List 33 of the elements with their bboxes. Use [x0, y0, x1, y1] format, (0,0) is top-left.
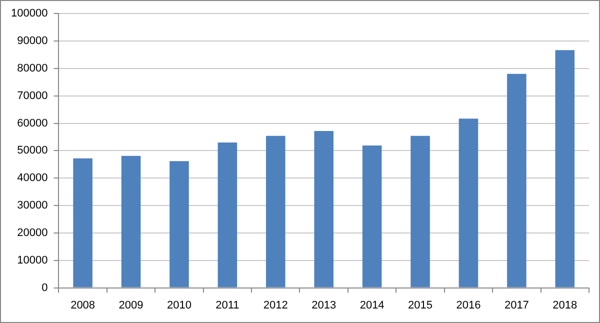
bar: [218, 142, 238, 288]
x-tick-label: 2008: [70, 299, 96, 312]
x-tick-label: 2018: [552, 299, 578, 312]
bar: [121, 156, 141, 288]
y-tick-label: 30000: [17, 200, 48, 212]
y-tick-label: 70000: [17, 90, 48, 102]
x-tick-label: 2010: [166, 299, 192, 312]
y-tick-label: 60000: [17, 117, 48, 130]
x-tick-label: 2009: [118, 299, 144, 312]
bar: [73, 158, 92, 288]
x-tick-label: 2015: [408, 299, 433, 312]
y-tick-label: 0: [42, 282, 48, 294]
x-tick-label: 2011: [216, 299, 240, 312]
y-tick-label: 20000: [17, 226, 48, 239]
bar: [170, 161, 189, 288]
y-tick-label: 40000: [17, 172, 48, 184]
bar: [507, 74, 526, 288]
x-tick-label: 2014: [360, 299, 384, 312]
x-tick-label: 2013: [312, 299, 336, 312]
x-tick-label: 2012: [263, 299, 288, 312]
y-tick-label: 50000: [17, 144, 48, 157]
bar: [266, 136, 286, 288]
y-tick-label: 100000: [10, 8, 48, 20]
bar: [362, 145, 382, 288]
y-tick-label: 10000: [17, 254, 48, 266]
x-tick-label: 2017: [504, 299, 529, 312]
x-tick-label: 2016: [456, 299, 481, 312]
bar: [314, 130, 334, 288]
y-tick-label: 80000: [17, 62, 48, 74]
y-tick-label: 90000: [17, 35, 48, 48]
bar: [458, 118, 478, 288]
bar: [555, 50, 575, 288]
bar: [410, 136, 430, 288]
